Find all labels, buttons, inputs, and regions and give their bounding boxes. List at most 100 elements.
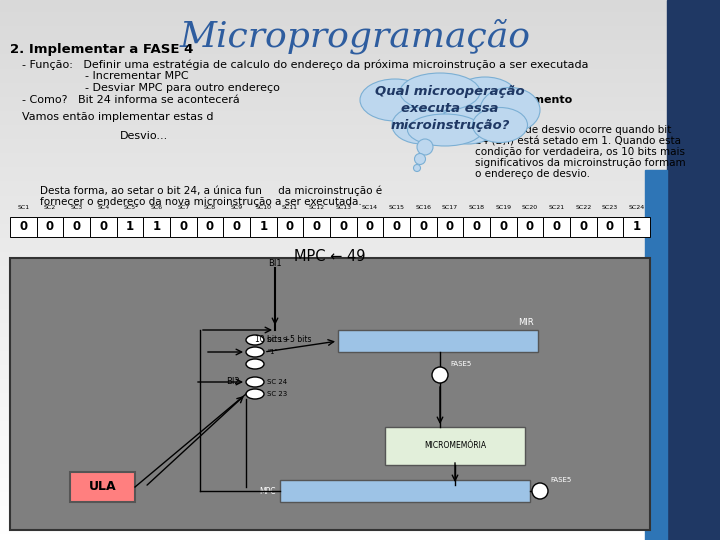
Bar <box>0 114 666 115</box>
Bar <box>0 16 666 17</box>
Ellipse shape <box>480 87 540 132</box>
Text: o endereço de desvio.: o endereço de desvio. <box>475 169 590 179</box>
Bar <box>0 495 666 496</box>
Bar <box>0 213 666 214</box>
Bar <box>0 280 666 281</box>
Bar <box>0 390 666 391</box>
Bar <box>0 53 666 54</box>
Bar <box>0 289 666 290</box>
Ellipse shape <box>246 377 264 387</box>
Bar <box>0 185 666 186</box>
Bar <box>0 395 666 396</box>
Bar <box>0 371 666 372</box>
Bar <box>0 271 666 272</box>
Bar <box>0 369 666 370</box>
Bar <box>0 140 666 141</box>
Text: SC17: SC17 <box>442 205 458 210</box>
Bar <box>0 183 666 184</box>
Bar <box>0 341 666 342</box>
Bar <box>0 242 666 243</box>
Bar <box>0 345 666 346</box>
Bar <box>0 426 666 427</box>
Text: significativos da microinstrução formam: significativos da microinstrução formam <box>475 158 685 168</box>
Bar <box>0 40 666 41</box>
Text: - Desviar MPC para outro endereço: - Desviar MPC para outro endereço <box>85 83 280 93</box>
Bar <box>0 211 666 212</box>
Bar <box>0 129 666 130</box>
Bar <box>0 93 666 94</box>
Bar <box>0 319 666 320</box>
Bar <box>0 483 666 484</box>
Bar <box>0 334 666 335</box>
Bar <box>0 467 666 468</box>
Bar <box>0 442 666 443</box>
Bar <box>0 474 666 475</box>
Bar <box>0 389 666 390</box>
Bar <box>0 59 666 60</box>
Bar <box>0 112 666 113</box>
Bar <box>0 6 666 7</box>
Text: MIR: MIR <box>518 318 534 327</box>
Bar <box>0 222 666 223</box>
Bar <box>0 71 666 72</box>
Bar <box>0 479 666 480</box>
Text: 0: 0 <box>206 220 214 233</box>
Bar <box>0 193 666 194</box>
Bar <box>0 186 666 187</box>
Bar <box>0 303 666 304</box>
Bar <box>0 221 666 222</box>
Bar <box>0 245 666 246</box>
Bar <box>0 482 666 483</box>
Bar <box>0 127 666 128</box>
Text: SC9: SC9 <box>230 205 243 210</box>
Text: fornecer o endereço da nova microinstrução a ser executada.: fornecer o endereço da nova microinstruç… <box>40 197 361 207</box>
Bar <box>330 217 356 237</box>
Bar <box>0 350 666 351</box>
Bar <box>0 293 666 294</box>
Bar <box>0 181 666 182</box>
Bar <box>0 270 666 271</box>
Text: FASE5: FASE5 <box>550 477 571 483</box>
Bar <box>0 401 666 402</box>
Bar <box>0 308 666 309</box>
Bar <box>0 8 666 9</box>
Bar <box>0 259 666 260</box>
Bar <box>0 317 666 318</box>
Bar <box>383 217 410 237</box>
Circle shape <box>415 153 426 165</box>
Bar <box>0 163 666 164</box>
Bar <box>0 179 666 180</box>
Bar <box>0 128 666 129</box>
Bar <box>667 0 720 540</box>
Bar <box>597 217 624 237</box>
Bar <box>0 363 666 364</box>
Bar <box>0 170 666 171</box>
Bar <box>0 286 666 287</box>
Bar <box>0 199 666 200</box>
Bar <box>0 30 666 31</box>
Bar <box>0 422 666 423</box>
Bar <box>0 116 666 117</box>
Bar <box>0 3 666 4</box>
Bar <box>0 439 666 440</box>
Bar <box>0 60 666 61</box>
Bar <box>0 168 666 169</box>
Bar <box>0 63 666 64</box>
Bar <box>0 89 666 90</box>
Bar <box>0 239 666 240</box>
Bar <box>0 141 666 142</box>
Bar <box>0 267 666 268</box>
Bar <box>0 262 666 263</box>
Bar <box>0 321 666 322</box>
Bar <box>0 352 666 353</box>
Bar <box>0 101 666 102</box>
Bar <box>0 23 666 24</box>
Text: SC1: SC1 <box>17 205 30 210</box>
Bar <box>0 15 666 16</box>
Bar <box>0 196 666 197</box>
Text: Desta forma, ao setar o bit 24, a única fun     da microinstrução é: Desta forma, ao setar o bit 24, a única … <box>40 186 382 197</box>
Bar <box>0 42 666 43</box>
Bar <box>0 324 666 325</box>
Bar <box>0 131 666 132</box>
Bar <box>0 119 666 120</box>
